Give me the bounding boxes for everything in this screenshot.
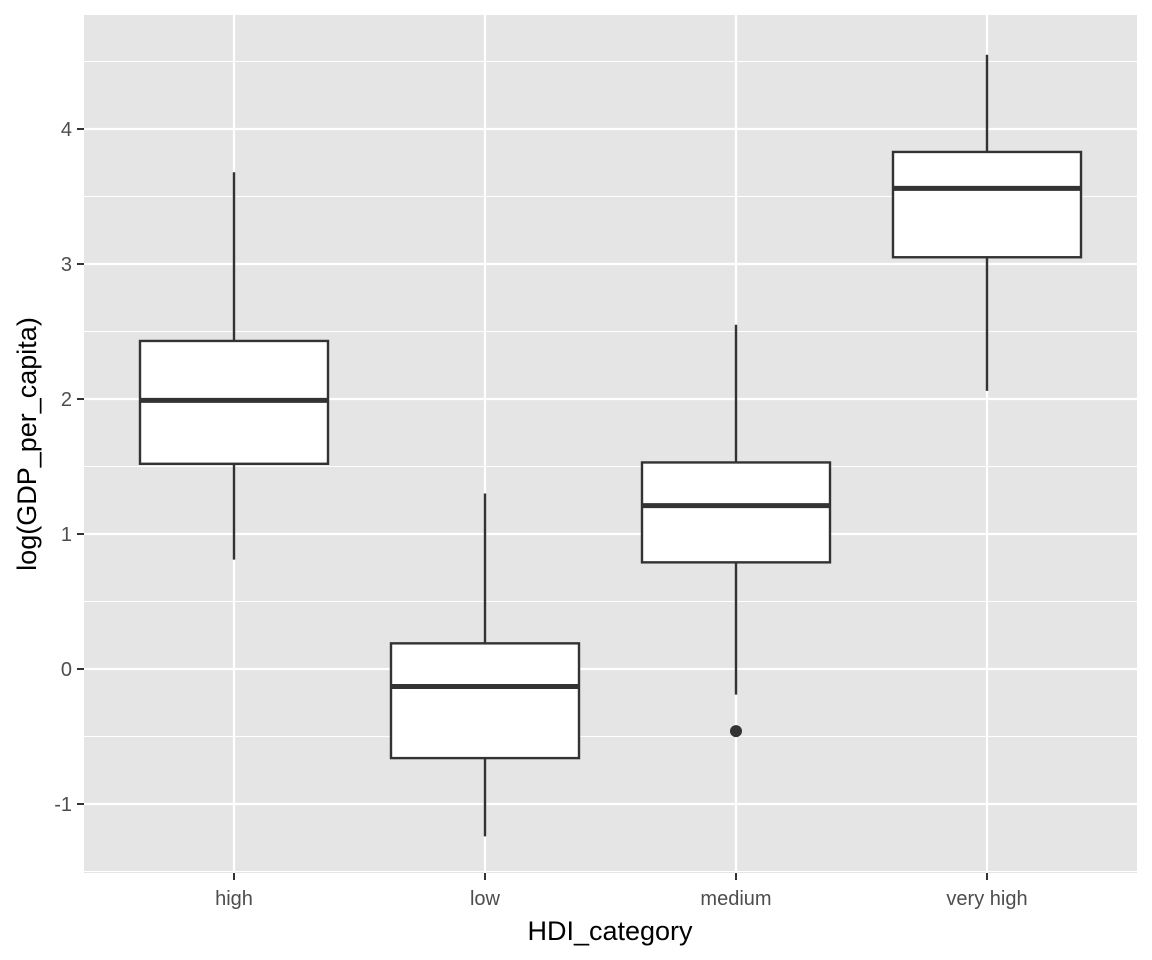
box-iqr — [891, 150, 1083, 259]
boxes — [138, 54, 1083, 837]
x-tick-label: very high — [946, 888, 1027, 910]
box-high — [138, 172, 330, 560]
box-low — [389, 493, 581, 837]
y-tick-label: -1 — [54, 794, 72, 816]
x-tick-label: medium — [700, 888, 771, 910]
y-tick-label: 3 — [61, 254, 72, 276]
x-axis-title: HDI_category — [527, 916, 693, 946]
box-iqr — [389, 642, 581, 760]
box-medium — [640, 324, 832, 738]
x-tick-label: high — [215, 888, 253, 910]
outlier-point — [730, 725, 742, 738]
y-tick-label: 2 — [61, 389, 72, 411]
y-axis: -1 0 1 2 3 4 — [54, 119, 84, 816]
box-very-high — [891, 54, 1083, 391]
y-tick-label: 1 — [61, 524, 72, 546]
box-iqr — [640, 461, 832, 564]
x-tick-label: low — [470, 888, 501, 910]
x-axis: high low medium very high — [215, 873, 1028, 910]
y-axis-title: log(GDP_per_capita) — [12, 317, 42, 571]
y-tick-label: 4 — [61, 119, 72, 141]
y-tick-label: 0 — [61, 659, 72, 681]
